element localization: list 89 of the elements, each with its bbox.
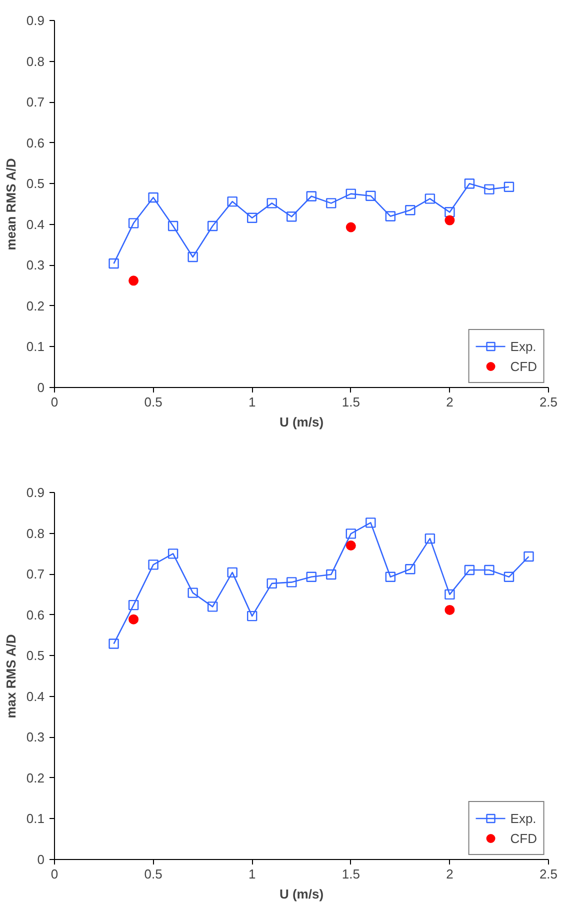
- point: [286, 212, 297, 222]
- point: [247, 610, 258, 622]
- point: [247, 212, 258, 223]
- point: [207, 220, 218, 232]
- point: [168, 548, 178, 559]
- x-tick-label: 1: [248, 866, 256, 882]
- point: [504, 572, 514, 582]
- x-tick-label: 0: [50, 394, 58, 410]
- x-axis-title: U (m/s): [279, 886, 324, 902]
- y-tick-label: 0.2: [26, 770, 45, 786]
- x-tick-label: 2: [446, 866, 454, 882]
- x-tick-label: 0.5: [144, 866, 162, 882]
- point: [385, 572, 396, 582]
- y-tick-label: 0.6: [26, 135, 45, 150]
- point: [346, 188, 356, 199]
- x-tick-label: 1: [248, 394, 256, 410]
- y-tick-label: 0.3: [26, 258, 45, 273]
- point: [524, 551, 534, 562]
- point: [108, 258, 119, 269]
- point: [286, 577, 297, 588]
- y-tick-label: 0: [37, 852, 45, 867]
- y-tick-label: 0.2: [26, 298, 45, 314]
- point: [326, 569, 336, 580]
- point: [128, 614, 139, 624]
- point: [464, 178, 475, 189]
- y-axis-title: mean RMS A/D: [3, 158, 18, 250]
- point: [188, 588, 198, 598]
- point: [405, 564, 416, 574]
- point: [385, 211, 396, 222]
- x-tick-label: 0: [50, 866, 58, 882]
- x-tick-label: 1.5: [342, 394, 360, 410]
- point: [227, 567, 238, 578]
- point: [346, 528, 356, 539]
- x-tick-label: 2: [446, 394, 454, 410]
- point: [346, 540, 356, 550]
- legend-label: Exp.: [510, 338, 536, 354]
- point: [266, 578, 277, 589]
- y-tick-label: 0.6: [26, 607, 45, 622]
- y-tick-label: 0.3: [26, 730, 45, 745]
- y-tick-label: 0.7: [26, 94, 45, 110]
- y-tick-label: 0.8: [26, 526, 45, 541]
- point: [366, 518, 376, 528]
- y-tick-label: 0.1: [26, 339, 45, 354]
- point: [207, 602, 218, 612]
- legend-label: Exp.: [510, 810, 536, 826]
- y-tick-label: 0.9: [26, 13, 45, 28]
- y-tick-label: 0.5: [26, 176, 45, 192]
- legend-label: CFD: [510, 358, 537, 374]
- point: [306, 191, 316, 202]
- y-tick-label: 0.4: [26, 216, 45, 232]
- point: [444, 604, 455, 615]
- point: [306, 572, 316, 582]
- point: [227, 196, 238, 207]
- x-tick-label: 2.5: [539, 866, 558, 882]
- point: [444, 215, 455, 226]
- point: [188, 252, 198, 262]
- point: [346, 222, 356, 232]
- point: [444, 207, 455, 218]
- legend-label: CFD: [510, 830, 537, 846]
- point: [504, 182, 514, 192]
- point: [484, 564, 494, 576]
- y-axis-title: max RMS A/D: [3, 634, 18, 718]
- point: [128, 600, 139, 610]
- y-tick-label: 0.4: [26, 688, 45, 704]
- point: [148, 192, 158, 203]
- point: [424, 533, 436, 544]
- point: [326, 198, 336, 208]
- y-tick-label: 0.8: [26, 54, 45, 69]
- y-tick-label: 0.9: [26, 485, 45, 500]
- y-tick-label: 0.7: [26, 566, 45, 582]
- point: [366, 190, 376, 201]
- point: [148, 560, 158, 570]
- point: [108, 638, 119, 649]
- point: [444, 589, 455, 600]
- point: [405, 205, 416, 216]
- x-axis-title: U (m/s): [279, 414, 324, 430]
- x-tick-label: 2.5: [539, 394, 558, 410]
- point: [464, 564, 475, 576]
- x-tick-label: 1.5: [342, 866, 360, 882]
- y-tick-label: 0: [37, 380, 45, 395]
- point: [128, 276, 139, 286]
- point: [168, 220, 178, 232]
- point: [424, 194, 436, 204]
- point: [128, 218, 139, 228]
- y-tick-label: 0.1: [26, 811, 45, 826]
- point: [266, 198, 277, 208]
- x-tick-label: 0.5: [144, 394, 162, 410]
- y-tick-label: 0.5: [26, 648, 45, 664]
- point: [484, 184, 494, 194]
